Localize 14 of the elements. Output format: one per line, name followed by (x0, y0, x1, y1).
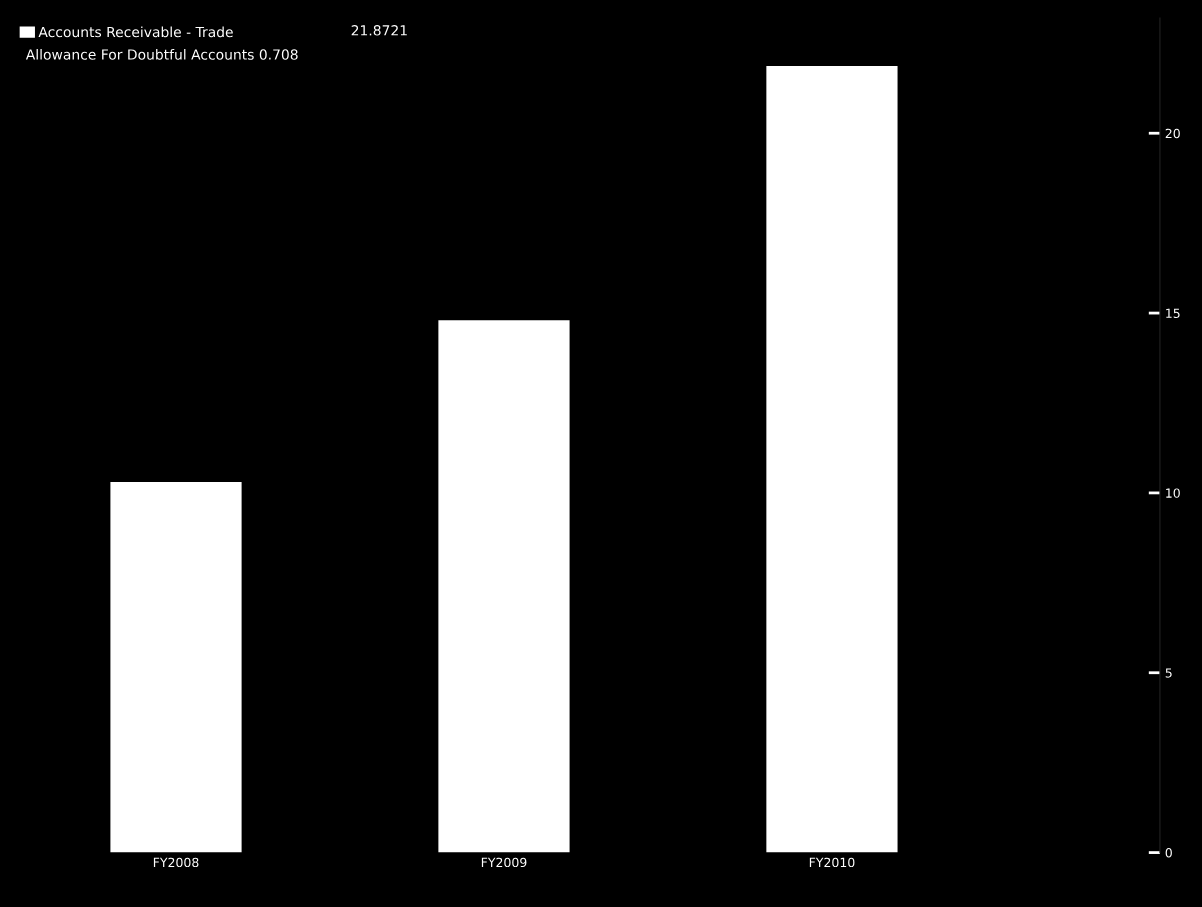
annotation: Allowance For Doubtful Accounts 0.708 (25, 49, 298, 60)
annotation: 21.8721 (351, 25, 407, 36)
y-tick-label: 10 (1166, 488, 1180, 498)
y-tick-label: 5 (1165, 668, 1172, 678)
legend-label: Accounts Receivable - Trade (38, 26, 233, 38)
x-tick-label: FY2008 (153, 857, 199, 868)
bar (438, 320, 570, 853)
x-tick-label: FY2010 (809, 857, 855, 868)
y-tick-label: 20 (1165, 128, 1180, 139)
y-tick-label: 0 (1165, 848, 1172, 858)
bar (766, 65, 898, 853)
y-tick-label: 15 (1166, 308, 1180, 318)
x-tick-label: FY2009 (481, 857, 527, 868)
bar (110, 482, 242, 853)
